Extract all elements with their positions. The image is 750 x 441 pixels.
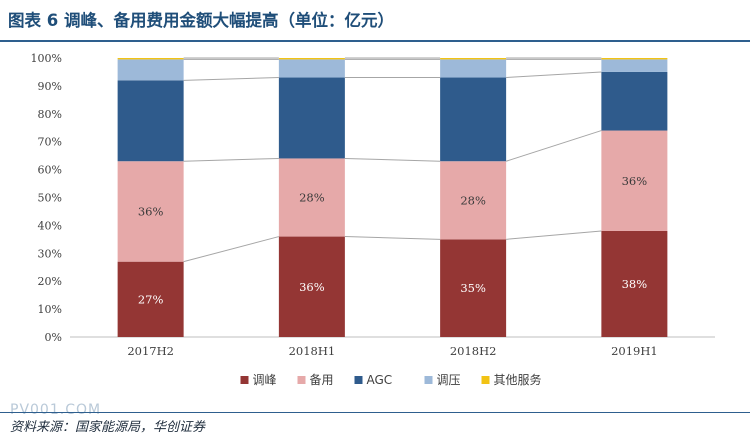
- bar-segment: [117, 161, 184, 262]
- source-note: 资料来源：国家能源局，华创证券: [10, 420, 206, 435]
- legend-label: AGC: [367, 373, 393, 387]
- y-tick-label: 0%: [45, 331, 62, 344]
- connector-line: [506, 230, 602, 240]
- legend-swatch: [354, 376, 363, 384]
- bar-segment: [278, 77, 345, 159]
- legend-label: 其他服务: [494, 372, 542, 387]
- watermark-text: PV001.COM: [10, 402, 102, 418]
- bar-segment: [117, 58, 184, 60]
- x-tick-label: 2017H2: [127, 344, 174, 358]
- connector-line: [344, 157, 441, 162]
- legend-label: 备用: [310, 373, 334, 387]
- y-tick-label: 50%: [38, 192, 62, 205]
- y-tick-label: 60%: [38, 164, 62, 177]
- bar-segment: [117, 59, 184, 81]
- y-tick-label: 100%: [31, 52, 62, 65]
- bar-segment: [278, 59, 345, 78]
- y-tick-label: 80%: [38, 108, 62, 121]
- bar-segment: [440, 59, 507, 78]
- bar-segment: [601, 230, 668, 337]
- y-tick-label: 90%: [38, 80, 62, 93]
- connector-line: [183, 157, 279, 162]
- bar-segment: [440, 239, 507, 337]
- bar-segment: [601, 130, 668, 231]
- legend-swatch: [240, 376, 249, 384]
- bar-segment: [601, 59, 668, 72]
- data-label: 35%: [460, 281, 486, 295]
- x-tick-label: 2018H2: [450, 344, 497, 358]
- data-label: 36%: [622, 174, 648, 188]
- stacked-bar-chart: 0% 10% 20% 30% 40% 50% 60% 70% 80% 90% 100% 27% 36% 3…: [31, 52, 715, 387]
- bar-segment: [440, 161, 507, 240]
- data-label: 28%: [299, 191, 325, 205]
- bar-segment: [117, 80, 184, 162]
- bar-segment: [278, 58, 345, 60]
- y-tick-label: 20%: [38, 275, 62, 288]
- title-bar: 图表 6 调峰、备用费用金额大幅提高（单位：亿元）: [0, 0, 750, 42]
- connector-line: [183, 77, 279, 81]
- bar-segment: [601, 71, 668, 131]
- bar-segment: [440, 58, 507, 60]
- legend-swatch: [297, 376, 306, 384]
- data-label: 27%: [138, 292, 164, 306]
- x-tick-label: 2018H1: [289, 344, 336, 358]
- connector-line: [506, 71, 602, 79]
- data-label: 38%: [622, 277, 648, 291]
- connector-line: [183, 236, 280, 263]
- bar-segment: [117, 261, 184, 337]
- y-tick-label: 70%: [38, 136, 62, 149]
- y-tick-label: 30%: [38, 247, 62, 260]
- y-tick-label: 40%: [38, 219, 62, 232]
- bar-segment: [440, 77, 507, 162]
- bar-segment: [601, 58, 668, 60]
- connector-line: [505, 130, 602, 162]
- chart-title: 图表 6 调峰、备用费用金额大幅提高（单位：亿元）: [8, 11, 394, 30]
- data-label: 36%: [299, 280, 325, 294]
- data-label: 36%: [138, 204, 164, 218]
- legend-swatch: [424, 376, 433, 384]
- bar-segment: [278, 236, 345, 337]
- x-tick-label: 2019H1: [611, 344, 658, 358]
- data-label: 28%: [460, 193, 486, 207]
- connector-line: [344, 236, 441, 240]
- source-divider: [0, 412, 750, 413]
- legend-swatch: [481, 376, 490, 384]
- y-tick-label: 10%: [38, 303, 62, 316]
- legend-label: 调峰: [253, 373, 277, 387]
- bar-segment: [278, 158, 345, 237]
- legend-label: 调压: [437, 373, 461, 387]
